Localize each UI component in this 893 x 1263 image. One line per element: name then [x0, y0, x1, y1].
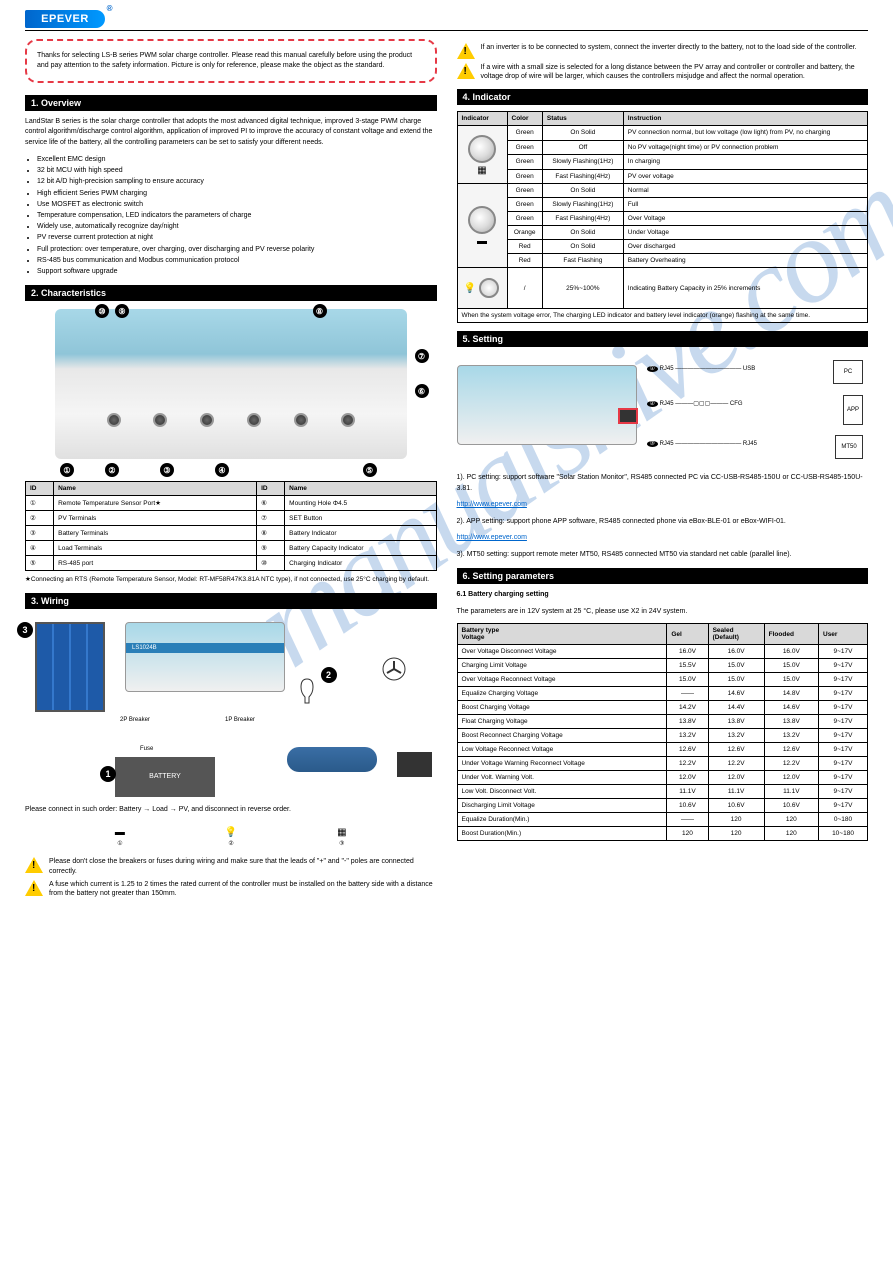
inverter-icon [287, 747, 377, 772]
feature-item: Support software upgrade [37, 266, 437, 277]
rs485-port-icon [618, 408, 638, 424]
bulb-icon [297, 677, 317, 707]
feature-item: Full protection: over temperature, over … [37, 244, 437, 255]
pv-led-cell: ▦ [457, 126, 507, 184]
callout-6: ⑥ [415, 384, 429, 398]
callout-4: ④ [215, 463, 229, 477]
rs485-controller-icon [457, 365, 637, 445]
warning-1: Please don't close the breakers or fuses… [25, 857, 437, 875]
params-subtitle: 6.1 Battery charging setting [457, 590, 869, 601]
section-setting: 5. Setting [457, 331, 869, 347]
disclaimer-box: Thanks for selecting LS-B series PWM sol… [25, 39, 437, 83]
setting-text-2: 2). APP setting: support phone APP softw… [457, 517, 869, 528]
tv-icon [397, 752, 432, 777]
wiring-sequence: Please connect in such order: Battery → … [25, 805, 437, 816]
download-link-2[interactable]: http://www.epever.com [457, 534, 527, 541]
feature-item: 12 bit A/D high-precision sampling to en… [37, 176, 437, 187]
th: Name [285, 482, 436, 496]
pv-order-icon: ▦③ [337, 827, 346, 847]
wiring-callout-3: 3 [17, 622, 33, 638]
pc-icon: PC [833, 360, 863, 384]
th: Name [54, 482, 257, 496]
wiring-callout-1: 1 [100, 766, 116, 782]
section-indicator: 4. Indicator [457, 89, 869, 105]
wiring-order-icons: ▬① 💡② ▦③ [25, 821, 437, 853]
callout-10: ⑩ [95, 304, 109, 318]
logo-text: EPEVER [25, 10, 105, 28]
params-note: The parameters are in 12V system at 25 °… [457, 607, 869, 618]
disclaimer-text: Thanks for selecting LS-B series PWM sol… [37, 51, 425, 71]
warning-icon [25, 857, 43, 873]
product-figure: ⑩ ⑨ ⑧ ⑦ ⑥ ① ② ③ ④ ⑤ [25, 309, 437, 459]
download-link[interactable]: http://www.epever.com [457, 501, 527, 508]
feature-item: 32 bit MCU with high speed [37, 165, 437, 176]
section-parameters: 6. Setting parameters [457, 568, 869, 584]
feature-item: Temperature compensation, LED indicators… [37, 210, 437, 221]
section-characteristics: 2. Characteristics [25, 285, 437, 301]
feature-item: High efficient Series PWM charging [37, 188, 437, 199]
warning-3: If an inverter is to be connected to sys… [457, 43, 869, 59]
callout-5: ⑤ [363, 463, 377, 477]
setting-text-3: 3). MT50 setting: support remote meter M… [457, 550, 869, 561]
overview-text: LandStar B series is the solar charge co… [25, 117, 437, 149]
features-list: Excellent EMC design 32 bit MCU with hig… [25, 154, 437, 277]
batt-led-cell: ▬ [457, 184, 507, 268]
cap-led-cell: 💡 [457, 268, 507, 309]
callout-8: ⑧ [313, 304, 327, 318]
feature-item: Excellent EMC design [37, 154, 437, 165]
callout-1: ① [60, 463, 74, 477]
battery-order-icon: ▬① [115, 827, 125, 847]
warning-icon [25, 880, 43, 896]
setting-text-1: 1). PC setting: support software "Solar … [457, 473, 869, 494]
section-overview: 1. Overview [25, 95, 437, 111]
warning-icon [457, 43, 475, 59]
fan-icon [382, 657, 407, 682]
controller-icon: LS1024B [125, 622, 285, 692]
callout-7: ⑦ [415, 349, 429, 363]
callout-3: ③ [160, 463, 174, 477]
left-column: Thanks for selecting LS-B series PWM sol… [25, 39, 437, 902]
callout-2: ② [105, 463, 119, 477]
right-column: If an inverter is to be connected to sys… [457, 39, 869, 902]
char-note: ★Connecting an RTS (Remote Temperature S… [25, 575, 437, 585]
wiring-diagram: 3 LS1024B 2 BATTERY 1 2P Breaker 1P Brea… [25, 617, 437, 797]
callout-9: ⑨ [115, 304, 129, 318]
feature-item: RS-485 bus communication and Modbus comm… [37, 255, 437, 266]
th: ID [257, 482, 285, 496]
indicator-table: Indicator Color Status Instruction ▦ Gre… [457, 111, 869, 323]
warning-icon [457, 63, 475, 79]
parameters-table: Battery type Voltage Gel Sealed (Default… [457, 623, 869, 841]
load-order-icon: 💡② [225, 827, 237, 847]
warning-4: If a wire with a small size is selected … [457, 63, 869, 81]
mt50-icon: MT50 [835, 435, 863, 459]
solar-panel-icon [35, 622, 105, 712]
feature-item: Use MOSFET as electronic switch [37, 199, 437, 210]
feature-item: PV reverse current protection at night [37, 232, 437, 243]
rs485-diagram: PC APP MT50 ① RJ45 ——————————— USB ② RJ4… [457, 355, 869, 465]
th: ID [26, 482, 54, 496]
phone-icon: APP [843, 395, 863, 425]
characteristics-table: ID Name ID Name ①Remote Temperature Sens… [25, 481, 437, 571]
battery-icon: BATTERY [115, 757, 215, 797]
wiring-callout-2: 2 [321, 667, 337, 683]
warning-2: A fuse which current is 1.25 to 2 times … [25, 880, 437, 898]
section-wiring: 3. Wiring [25, 593, 437, 609]
product-image: ⑩ ⑨ ⑧ ⑦ ⑥ ① ② ③ ④ ⑤ [55, 309, 407, 459]
feature-item: Widely use, automatically recognize day/… [37, 221, 437, 232]
brand-logo: EPEVER [25, 10, 105, 28]
page-header: EPEVER [25, 10, 868, 31]
